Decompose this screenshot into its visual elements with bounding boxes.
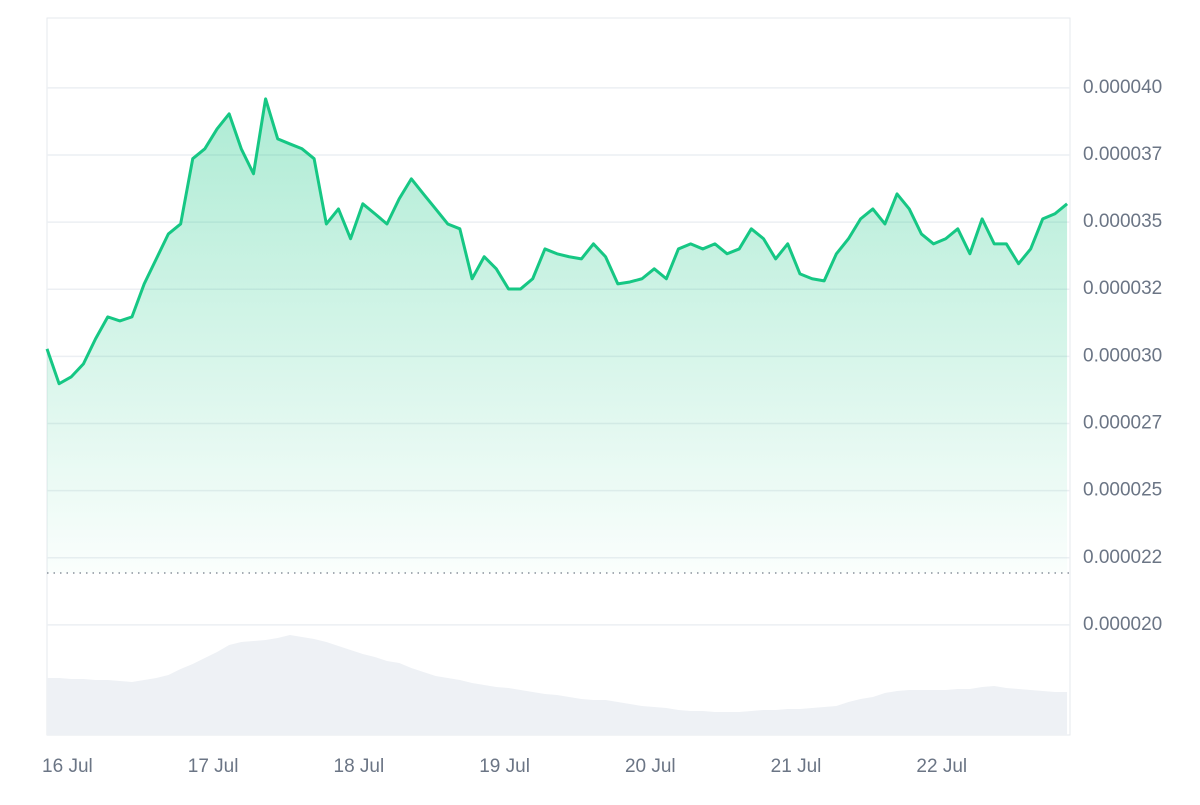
price-area — [47, 98, 1068, 574]
y-tick-label: 0.000020 — [1083, 614, 1162, 635]
volume-area — [47, 635, 1068, 735]
x-tick-label: 20 Jul — [625, 756, 676, 777]
x-tick-label: 18 Jul — [334, 756, 385, 777]
y-tick-label: 0.000022 — [1083, 547, 1162, 568]
x-tick-label: 22 Jul — [916, 756, 967, 777]
x-tick-label: 16 Jul — [42, 756, 93, 777]
x-tick-label: 17 Jul — [188, 756, 239, 777]
x-tick-label: 21 Jul — [771, 756, 822, 777]
y-tick-label: 0.000032 — [1083, 278, 1162, 299]
price-line — [45, 97, 1069, 386]
y-tick-label: 0.000025 — [1083, 480, 1162, 501]
x-tick-label: 19 Jul — [479, 756, 530, 777]
y-tick-label: 0.000037 — [1083, 144, 1162, 165]
y-tick-label: 0.000035 — [1083, 211, 1162, 232]
y-tick-label: 0.000027 — [1083, 413, 1162, 434]
y-tick-label: 0.000030 — [1083, 345, 1162, 366]
y-tick-label: 0.000040 — [1083, 77, 1162, 98]
